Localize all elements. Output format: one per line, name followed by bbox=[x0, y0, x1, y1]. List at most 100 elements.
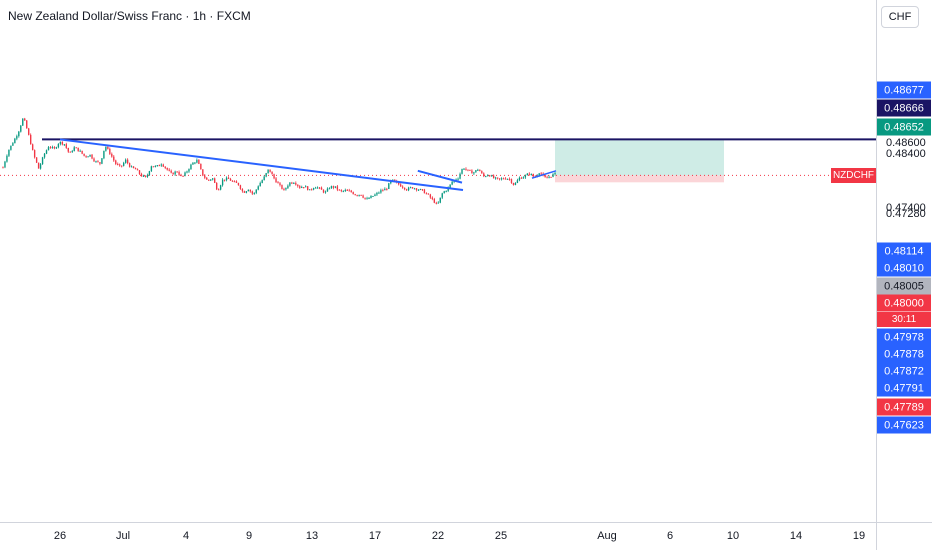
candle-body bbox=[16, 136, 18, 139]
candle-body bbox=[394, 179, 396, 182]
candle-body bbox=[89, 154, 91, 157]
candle-body bbox=[4, 161, 6, 168]
drawings-layer[interactable] bbox=[42, 138, 876, 191]
candle-body bbox=[194, 162, 196, 164]
candle-body bbox=[354, 194, 356, 196]
candle-body bbox=[407, 187, 410, 191]
candle-body bbox=[269, 169, 271, 172]
loss-zone bbox=[555, 175, 724, 183]
price-chart[interactable] bbox=[0, 0, 876, 522]
candle-body bbox=[103, 150, 105, 159]
candle-body bbox=[233, 181, 236, 183]
candle-body bbox=[362, 195, 364, 198]
candle-body bbox=[528, 173, 530, 175]
candle-body bbox=[81, 150, 83, 154]
candle-body bbox=[273, 174, 275, 179]
candle-body bbox=[475, 170, 477, 173]
wedge-trend-line bbox=[417, 169, 463, 184]
candle-body bbox=[435, 202, 437, 204]
candle-body bbox=[334, 186, 337, 188]
candle-body bbox=[182, 175, 184, 177]
candle-body bbox=[59, 141, 62, 144]
candle-body bbox=[208, 179, 210, 181]
time-axis[interactable] bbox=[0, 522, 876, 551]
candle-body bbox=[350, 190, 352, 193]
candle-body bbox=[338, 189, 341, 191]
candle-body bbox=[441, 193, 443, 198]
candle-body bbox=[215, 182, 218, 190]
candle-body bbox=[364, 197, 366, 199]
candle-body bbox=[99, 162, 101, 164]
candle-body bbox=[31, 144, 34, 151]
chart-title: New Zealand Dollar/Swiss Franc · 1h · FX… bbox=[8, 9, 251, 23]
candle-body bbox=[172, 172, 174, 175]
candle-body bbox=[148, 171, 151, 176]
price-tag: 0.48010 bbox=[877, 259, 931, 277]
candle-body bbox=[227, 177, 230, 179]
candle-body bbox=[200, 163, 202, 170]
candle-body bbox=[217, 189, 220, 191]
candle-body bbox=[483, 173, 485, 177]
candle-body bbox=[498, 178, 501, 180]
candle-body bbox=[221, 179, 224, 186]
candle-body bbox=[107, 146, 109, 149]
candle-body bbox=[176, 171, 178, 173]
candle-body bbox=[538, 173, 540, 176]
chart-plot-area[interactable]: New Zealand Dollar/Swiss Franc · 1h · FX… bbox=[0, 0, 876, 522]
candle-body bbox=[75, 147, 77, 149]
candle-body bbox=[332, 186, 335, 188]
candle-body bbox=[316, 187, 319, 189]
price-tick-label: 0.48400 bbox=[886, 147, 926, 160]
candle-body bbox=[142, 175, 145, 177]
candle-body bbox=[328, 188, 331, 190]
candle-body bbox=[374, 194, 376, 196]
candle-body bbox=[239, 185, 242, 190]
candle-body bbox=[128, 163, 131, 167]
candle-body bbox=[255, 189, 257, 193]
candle-body bbox=[57, 143, 60, 148]
candle-body bbox=[449, 184, 451, 188]
candle-body bbox=[469, 169, 471, 171]
currency-button[interactable]: CHF bbox=[881, 6, 919, 28]
candle-body bbox=[144, 175, 147, 177]
candle-body bbox=[378, 192, 380, 194]
candle-body bbox=[261, 180, 263, 183]
time-tick-label: 4 bbox=[182, 530, 190, 542]
candle-body bbox=[437, 202, 439, 204]
candle-body bbox=[257, 186, 259, 190]
candle-body bbox=[63, 144, 66, 146]
candle-body bbox=[241, 189, 244, 192]
candle-body bbox=[546, 177, 548, 179]
candle-body bbox=[303, 187, 305, 189]
candle-body bbox=[247, 189, 250, 192]
candle-body bbox=[524, 175, 527, 178]
candle-body bbox=[196, 159, 198, 163]
candle-body bbox=[29, 134, 32, 145]
candle-body bbox=[49, 147, 52, 149]
candle-body bbox=[219, 185, 222, 190]
price-tick-label: 0.47400 bbox=[886, 201, 926, 214]
price-tick-label: 0.47280 bbox=[886, 208, 926, 221]
price-tag: 0.47789 bbox=[877, 398, 931, 416]
candle-body bbox=[530, 173, 532, 175]
candle-body bbox=[376, 192, 378, 195]
candle-body bbox=[500, 178, 503, 180]
time-tick-label: 25 bbox=[494, 530, 508, 542]
candle-body bbox=[71, 151, 73, 153]
candle-body bbox=[489, 175, 491, 177]
candle-body bbox=[508, 178, 511, 180]
candle-body bbox=[451, 181, 453, 185]
candle-body bbox=[126, 159, 129, 164]
candle-body bbox=[93, 158, 95, 162]
candle-body bbox=[492, 175, 495, 179]
time-tick-label: Jul bbox=[115, 530, 131, 542]
candle-body bbox=[320, 187, 323, 190]
candle-body bbox=[180, 174, 182, 176]
candle-body bbox=[306, 186, 309, 191]
candle-body bbox=[188, 169, 190, 172]
candle-body bbox=[429, 194, 432, 198]
candle-body bbox=[8, 149, 10, 156]
long-position-tool[interactable] bbox=[0, 140, 876, 183]
candle-body bbox=[170, 170, 172, 173]
candle-body bbox=[314, 187, 317, 189]
